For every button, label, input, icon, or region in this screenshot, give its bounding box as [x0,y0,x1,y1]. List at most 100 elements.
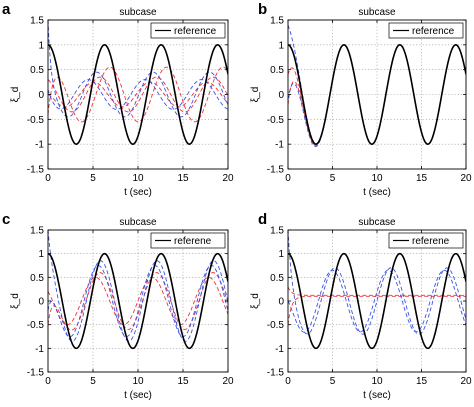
y-tick-label: 0 [38,297,44,308]
y-tick-label: -1 [35,140,44,151]
y-tick-label: 1 [38,249,44,260]
ticks: 0 5 10 15 20 1.5 1 0.5 0 -0.5 -1 -1.5 [267,226,472,388]
legend-label: reference [412,26,455,37]
x-tick-label: 15 [416,376,428,387]
series-blue-dashed-line [48,20,228,118]
series-red-dashed-line [288,44,466,146]
y-tick-label: -1.5 [27,165,45,176]
plot-area [288,24,466,148]
y-tick-label: 0.5 [270,273,284,284]
grid [48,230,228,372]
y-tick-label: 0.5 [30,273,44,284]
x-tick-label: 20 [460,376,472,387]
y-tick-label: -1.5 [27,368,45,379]
panel-b: b subcase 0 5 10 15 20 1.5 1 0.5 0 -0.5 -1 -1.5 t (sec… [250,1,472,198]
x-tick-label: 0 [45,173,51,184]
series-blue-dashed-line [48,230,228,342]
x-axis-label: t (sec) [363,187,391,198]
panel-letter-a: a [2,1,11,18]
x-tick-label: 10 [371,376,383,387]
legend: reference [388,22,464,39]
series-blue-dashed-line [288,44,466,148]
x-tick-label: 5 [90,173,96,184]
y-tick-label: 0 [278,90,284,101]
plot-area [48,230,228,350]
y-tick-label: 1 [38,40,44,51]
y-tick-label: -0.5 [27,115,45,126]
legend: reference [150,22,226,39]
series-red-dashed-line [288,286,466,296]
legend-box [150,232,226,249]
y-tick-label: 0.5 [270,65,284,76]
series-blue-dashed-line [288,269,466,333]
ticks: 0 5 10 15 20 1.5 1 0.5 0 -0.5 -1 -1.5 [27,226,234,388]
x-axis-label: t (sec) [124,390,152,401]
series-reference-line [288,44,466,145]
series-blue-dashed-line [288,230,466,335]
legend-label: referene [412,236,450,247]
panel-title: subcase [358,7,396,18]
panel-letter-b: b [258,1,267,18]
ticks: 0 5 10 15 20 1.5 1 0.5 0 -0.5 -1 -1.5 [267,16,472,185]
y-tick-label: -1 [275,140,284,151]
plot-area [288,230,466,350]
panel-a: a subcase 0 5 10 15 20 1.5 1 0.5 0 -0.5 -1 -1.5 t (sec… [2,1,234,198]
x-axis-label: t (sec) [363,390,391,401]
x-tick-label: 0 [285,173,291,184]
legend: referene [150,232,226,249]
y-axis-label: ξ_d [250,87,261,103]
x-tick-label: 20 [460,173,472,184]
y-tick-label: -0.5 [267,320,285,331]
y-tick-label: 1.5 [30,16,44,27]
x-tick-label: 15 [416,173,428,184]
legend-label: referene [174,236,212,247]
y-tick-label: -0.5 [267,115,285,126]
legend: referene [388,232,464,249]
y-tick-label: -1.5 [267,368,285,379]
x-tick-label: 0 [45,376,51,387]
x-axis-label: t (sec) [124,187,152,198]
y-tick-label: 1.5 [30,226,44,237]
y-tick-label: 1.5 [270,16,284,27]
grid [48,20,228,169]
x-tick-label: 5 [330,173,336,184]
y-tick-label: 0 [278,297,284,308]
y-tick-label: 1 [278,249,284,260]
x-tick-label: 5 [90,376,96,387]
y-tick-label: -1 [35,344,44,355]
series-red-dashed-line [48,76,228,113]
x-tick-label: 20 [222,376,234,387]
y-axis-label: ξ_d [10,293,21,309]
panel-c: c subcase 0 5 10 15 20 1.5 1 0.5 0 -0.5 -1 -1.5 t (sec… [2,211,234,401]
series-reference-line [48,252,228,350]
series-red-dashed-line [288,44,466,146]
x-tick-label: 10 [132,173,144,184]
panel-title: subcase [119,7,157,18]
y-axis-label: ξ_d [250,293,261,309]
legend-label: reference [174,26,217,37]
plot-area [48,20,228,145]
x-tick-label: 10 [371,173,383,184]
series-reference-line [48,44,228,145]
x-tick-label: 10 [132,376,144,387]
x-tick-label: 15 [177,376,189,387]
y-tick-label: 0.5 [30,65,44,76]
y-tick-label: -1 [275,344,284,355]
panel-title: subcase [119,217,157,228]
series-red-dashed-line [288,295,466,325]
legend-box [150,22,226,39]
series-blue-dashed-line [48,265,228,338]
panel-letter-d: d [258,211,267,228]
series-reference-line [288,252,466,350]
panel-title: subcase [358,217,396,228]
grid [288,230,466,372]
x-tick-label: 5 [330,376,336,387]
panel-letter-c: c [2,211,10,228]
legend-box [388,22,464,39]
legend-box [388,232,464,249]
y-tick-label: 1.5 [270,226,284,237]
x-tick-label: 20 [222,173,234,184]
x-tick-label: 0 [285,376,291,387]
x-tick-label: 15 [177,173,189,184]
